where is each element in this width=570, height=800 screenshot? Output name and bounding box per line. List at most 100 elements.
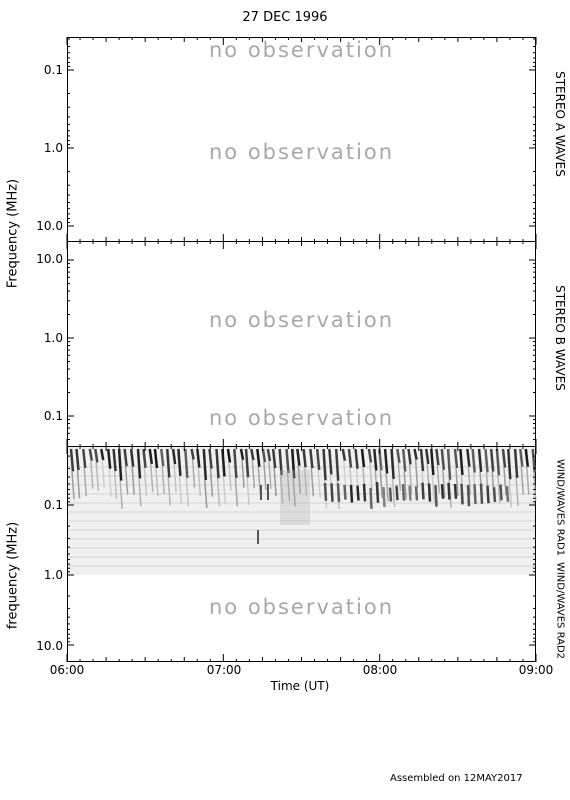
burst-stripe <box>261 448 267 463</box>
burst-stripe <box>290 448 296 479</box>
no-observation-text: no observation <box>208 595 395 619</box>
burst-stripe <box>513 448 519 479</box>
burst-stripe <box>160 448 165 467</box>
burst-stripe <box>233 448 238 479</box>
burst-tail <box>83 467 87 497</box>
burst-tail <box>173 464 177 493</box>
burst-stripe <box>165 448 171 478</box>
burst-stripe <box>285 448 290 474</box>
burst-stripe-mid <box>486 485 490 504</box>
burst-stripe-mid <box>362 483 367 502</box>
burst-stripe <box>413 448 418 460</box>
burst-stripe <box>226 448 232 463</box>
burst-stripe-mid <box>408 485 412 501</box>
burst-tail <box>119 480 123 509</box>
burst-stripe <box>347 448 353 468</box>
burst-tail <box>150 463 154 492</box>
burst-stripe <box>401 448 407 472</box>
burst-stripe <box>82 448 87 469</box>
burst-tail <box>515 477 519 507</box>
burst-tail <box>161 466 165 495</box>
ylabel-frequency-top: Frequency (MHz) <box>5 178 21 289</box>
burst-stripe <box>425 448 430 465</box>
burst-stripe <box>477 448 483 472</box>
burst-tail <box>216 478 221 507</box>
burst-tail <box>497 475 501 504</box>
burst-stripe <box>309 448 314 469</box>
ytick-label-a-2: 10.0 <box>36 219 63 233</box>
burst-stripe <box>148 448 154 465</box>
no-observation-text: no observation <box>208 406 395 430</box>
instrument-label-stereo-b: STEREO B WAVES <box>553 285 567 391</box>
xtick-label-1: 07:00 <box>206 663 242 677</box>
burst-stripe <box>196 448 201 468</box>
burst-tail <box>508 479 513 508</box>
burst-stripe <box>136 448 142 479</box>
burst-stripe <box>112 448 117 472</box>
burst-tail <box>442 469 446 498</box>
burst-stripe <box>328 448 333 475</box>
diffuse-emission <box>280 470 310 525</box>
burst-stripe <box>123 448 128 467</box>
burst-tail <box>397 462 402 491</box>
burst-tail <box>263 461 267 491</box>
burst-stripe <box>244 448 250 478</box>
ytick-label-c-0: 0.1 <box>43 498 63 512</box>
burst-stripe-mid <box>336 483 341 503</box>
burst-tail <box>204 479 208 509</box>
burst-tail <box>414 459 419 488</box>
burst-stripe-mid <box>356 485 360 501</box>
burst-tail <box>246 477 250 506</box>
ytick-label-c-1: 1.0 <box>43 568 63 582</box>
burst-stripe <box>106 448 112 469</box>
burst-stripe-mid <box>375 481 380 503</box>
burst-stripe-mid <box>427 483 432 502</box>
burst-tail <box>303 467 308 496</box>
ytick-label-c-2: 10.0 <box>36 639 63 653</box>
burst-stripe <box>383 448 389 474</box>
ytick-label-a-1: 1.0 <box>43 141 63 155</box>
xtick-label-3: 09:00 <box>518 663 554 677</box>
burst-stripe <box>69 448 75 472</box>
burst-stripe <box>446 448 452 480</box>
burst-stripe <box>190 448 195 460</box>
instrument-label-wind-rad1: WIND/WAVES RAD1 <box>554 458 566 557</box>
assembled-footer: Assembled on 12MAY2017 <box>390 773 523 784</box>
burst-stripe-mid <box>460 483 464 505</box>
burst-stripe-mid <box>323 482 328 501</box>
burst-tail <box>257 466 262 495</box>
burst-tail <box>234 478 239 507</box>
burst-stripe <box>341 448 347 461</box>
burst-stripe <box>271 448 277 469</box>
burst-tail <box>113 471 118 500</box>
no-observation-text: no observation <box>208 308 395 332</box>
burst-stripe <box>524 448 530 467</box>
ytick-label-b-2: 0.1 <box>43 409 63 423</box>
burst-tail <box>124 466 129 495</box>
burst-tail <box>197 467 202 496</box>
burst-stripe-mid <box>492 487 497 503</box>
burst-tail <box>273 468 277 497</box>
burst-stripe <box>466 448 471 467</box>
burst-stripe <box>100 448 105 461</box>
burst-stripe <box>184 448 189 479</box>
chart-title: 27 DEC 1996 <box>242 10 328 25</box>
ytick-label-a-0: 0.1 <box>43 63 63 77</box>
burst-tail <box>143 467 148 496</box>
burst-stripe <box>459 448 464 476</box>
no-observation-text: no observation <box>208 38 395 62</box>
burst-stripe <box>507 448 512 480</box>
burst-stripe-mid <box>479 483 484 504</box>
burst-tail <box>503 467 507 496</box>
burst-stripe <box>215 448 220 479</box>
burst-stripe-mid <box>388 487 393 502</box>
burst-tail <box>228 462 232 491</box>
burst-tail <box>391 478 396 508</box>
burst-tail <box>279 475 284 504</box>
burst-stripe <box>453 448 459 469</box>
burst-tail <box>379 470 384 499</box>
burst-tail <box>292 478 296 507</box>
burst-tail <box>131 466 135 495</box>
burst-stripe-mid <box>499 484 503 501</box>
burst-stripe <box>501 448 507 468</box>
